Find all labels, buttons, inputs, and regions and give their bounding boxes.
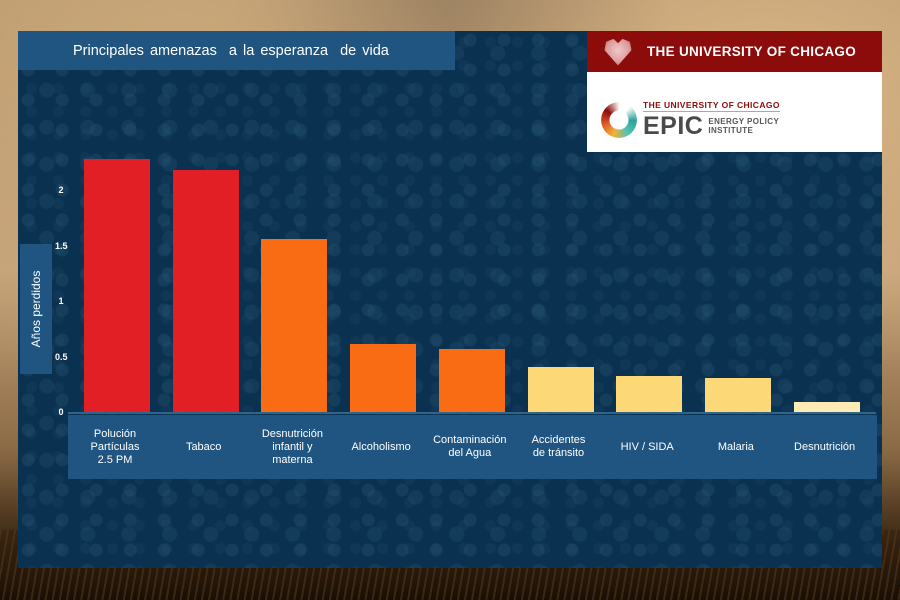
y-tick-label: 1 — [58, 296, 64, 306]
epic-swirl-icon — [601, 101, 637, 138]
x-category-label: Accidentes de tránsito — [512, 415, 606, 479]
chart-title-bar: Principales amenazas a la esperanza de v… — [18, 31, 455, 70]
epic-subtitle-1: ENERGY POLICY — [708, 117, 780, 126]
epic-logo: THE UNIVERSITY OF CHICAGO EPIC ENERGY PO… — [587, 72, 882, 139]
epic-university-text: THE UNIVERSITY OF CHICAGO — [643, 100, 780, 112]
y-tick-label: 2 — [58, 185, 64, 195]
bar — [84, 158, 150, 412]
x-category-label-line: de tránsito — [532, 447, 585, 459]
x-category-label: Polución Partículas 2.5 PM — [68, 415, 162, 479]
chart-title: Principales amenazas a la esperanza de v… — [73, 42, 389, 59]
x-category-label-line: Malaria — [717, 440, 754, 453]
bar — [438, 348, 505, 412]
bar — [172, 170, 239, 412]
x-category-label-line: Tabaco — [185, 440, 222, 453]
y-tick-label: 0.5 — [55, 351, 68, 362]
bar — [350, 344, 417, 412]
y-tick-label: 1.5 — [55, 240, 68, 251]
phoenix-crest-icon — [604, 38, 632, 66]
bar — [527, 366, 594, 412]
epic-subtitle-2: INSTITUTE — [708, 126, 754, 135]
bar — [616, 376, 683, 412]
bar — [261, 238, 328, 412]
x-category-label: Contaminación del Agua — [423, 415, 517, 479]
x-category-label: Desnutrición infantil y materna — [245, 415, 339, 479]
x-category-label: Desnutrición — [778, 415, 872, 479]
x-category-label-line: del Agua — [448, 447, 492, 459]
y-axis-label: Años perdidos — [29, 270, 43, 348]
uchicago-wordmark: THE UNIVERSITY OF CHICAGO — [647, 44, 857, 59]
x-category-label: Tabaco — [157, 415, 251, 479]
x-category-label-line: Desnutrición — [794, 440, 856, 453]
bar — [704, 377, 771, 412]
bar-plot-area — [70, 100, 880, 412]
x-category-label-line: Contaminación — [433, 434, 507, 446]
x-category-label-line: materna — [272, 453, 313, 466]
x-category-label-line: Alcoholismo — [351, 440, 411, 453]
x-category-label-line: HIV / SIDA — [620, 440, 674, 453]
x-category-label-line: infantil y — [272, 440, 313, 453]
epic-wordmark: EPIC — [643, 112, 704, 140]
x-category-label-line: Polución — [93, 427, 137, 440]
bar — [793, 402, 860, 412]
x-category-label-line: Partículas — [90, 440, 140, 453]
y-axis-label-box: Años perdidos — [20, 244, 52, 374]
category-label-band: Polución Partículas 2.5 PM Tabaco Desnutrici… — [68, 415, 877, 479]
x-category-label-line: Desnutrición — [261, 427, 323, 440]
x-category-label: Alcoholismo — [334, 415, 428, 479]
x-axis-line — [68, 412, 876, 414]
x-category-label-line: Accidentes — [531, 434, 586, 446]
y-tick-label: 0 — [58, 407, 64, 417]
x-category-label: HIV / SIDA — [600, 415, 694, 479]
x-category-label: Malaria — [689, 415, 783, 479]
uchicago-banner: THE UNIVERSITY OF CHICAGO — [587, 31, 882, 72]
logo-box: THE UNIVERSITY OF CHICAGO THE UNIVERSITY… — [587, 31, 882, 152]
x-category-label-line: 2.5 PM — [97, 453, 133, 466]
